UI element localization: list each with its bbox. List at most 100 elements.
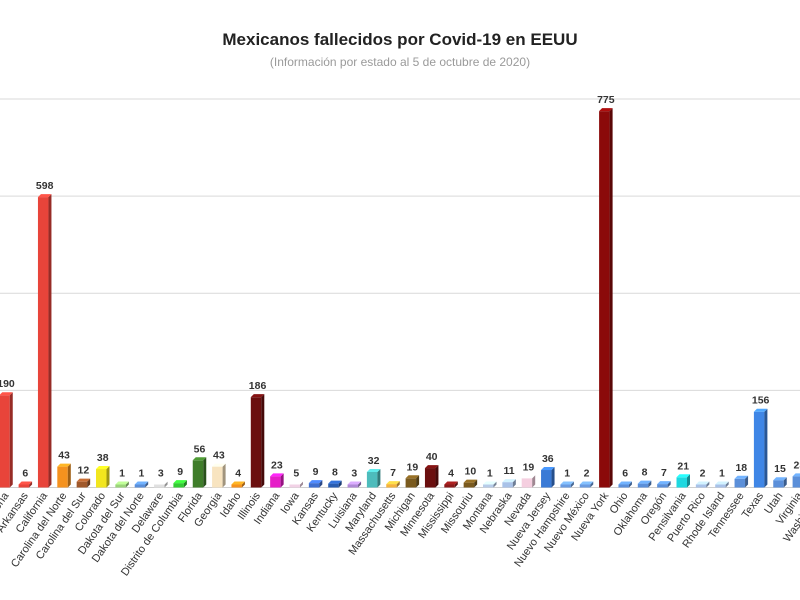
- value-label: 38: [97, 452, 109, 464]
- bar-front: [676, 477, 687, 488]
- bar-side: [609, 108, 613, 488]
- value-label: 15: [774, 463, 786, 475]
- bar-top: [134, 481, 149, 485]
- bar-front: [154, 484, 165, 488]
- bar-side: [29, 481, 33, 488]
- bar-front: [579, 484, 591, 488]
- bar-top: [212, 463, 226, 467]
- bar: [773, 477, 787, 488]
- bar-front: [560, 484, 571, 488]
- bar: [154, 481, 168, 488]
- value-label: 186: [249, 380, 267, 392]
- bar-front: [502, 482, 513, 488]
- bar-front: [618, 484, 629, 488]
- bar-side: [590, 481, 594, 488]
- bar-front: [792, 476, 800, 488]
- bar-top: [0, 392, 13, 396]
- bar-side: [9, 392, 13, 488]
- bar-top: [579, 481, 594, 485]
- bar-top: [618, 481, 632, 485]
- bar: [599, 108, 613, 488]
- bar: [637, 480, 652, 488]
- value-label: 8: [332, 467, 338, 479]
- bar-side: [725, 481, 729, 488]
- bar: [366, 468, 381, 488]
- bar: [676, 474, 690, 488]
- bar-side: [570, 481, 574, 488]
- bar: [289, 481, 303, 488]
- bar: [192, 457, 207, 488]
- bar: [715, 481, 729, 488]
- bar-side: [667, 481, 671, 488]
- bar: [76, 478, 91, 488]
- bar: [734, 475, 749, 488]
- bar-side: [319, 480, 323, 488]
- bar-front: [76, 481, 88, 488]
- bar-top: [308, 480, 323, 484]
- bar: [0, 392, 13, 488]
- value-label: 7: [390, 467, 396, 479]
- bar-side: [87, 478, 91, 488]
- bar-top: [76, 478, 91, 482]
- value-label: 775: [597, 94, 615, 106]
- bar-front: [192, 460, 204, 488]
- bar-top: [792, 473, 800, 477]
- bar-front: [115, 484, 126, 488]
- bar-side: [145, 481, 149, 488]
- bar-top: [405, 475, 420, 479]
- bar: [502, 479, 516, 488]
- bar-front: [386, 484, 397, 488]
- bar-front: [57, 466, 68, 488]
- bar-top: [657, 481, 671, 485]
- bar-top: [424, 465, 439, 469]
- value-label: 4: [235, 468, 241, 480]
- bar-top: [173, 480, 187, 484]
- bar-top: [328, 480, 342, 484]
- bar-front: [96, 469, 107, 488]
- bar-side: [687, 474, 690, 488]
- bar-side: [106, 466, 110, 488]
- bar-side: [48, 194, 52, 488]
- value-label: 9: [177, 466, 183, 478]
- value-label: 32: [368, 455, 380, 467]
- bar-front: [270, 476, 281, 488]
- bar: [657, 481, 671, 488]
- bar-side: [300, 481, 303, 488]
- chart-subtitle: (Información por estado al 5 de octubre …: [269, 55, 531, 69]
- bar: [134, 481, 149, 488]
- bar-side: [338, 480, 342, 488]
- bar-front: [308, 483, 320, 488]
- bars: [0, 108, 800, 488]
- bar-side: [628, 481, 632, 488]
- bar: [521, 475, 536, 488]
- bar-front: [0, 395, 10, 488]
- bar-side: [125, 481, 129, 488]
- value-label: 2: [700, 468, 706, 480]
- bar: [18, 481, 33, 488]
- value-label: 156: [752, 395, 770, 407]
- bar: [173, 480, 187, 488]
- bar-side: [67, 463, 71, 488]
- bar: [231, 481, 245, 488]
- bar: [753, 408, 768, 488]
- value-label: 19: [407, 461, 419, 473]
- value-label: 8: [642, 467, 648, 479]
- bar: [695, 481, 710, 488]
- bar: [579, 481, 594, 488]
- bar-top: [599, 108, 613, 112]
- bar-front: [37, 197, 49, 488]
- value-label: 3: [158, 468, 164, 480]
- value-label: 3: [351, 468, 357, 480]
- value-label: 190: [0, 378, 15, 390]
- value-label: 9: [313, 466, 319, 478]
- gridlines: [0, 98, 800, 488]
- bar-top: [444, 481, 458, 485]
- value-label: 19: [523, 461, 535, 473]
- bar-side: [764, 408, 768, 488]
- bar-side: [648, 480, 652, 488]
- bar-front: [250, 397, 262, 488]
- bar-top: [715, 481, 729, 485]
- value-label: 1: [119, 468, 125, 480]
- bar-front: [366, 471, 378, 488]
